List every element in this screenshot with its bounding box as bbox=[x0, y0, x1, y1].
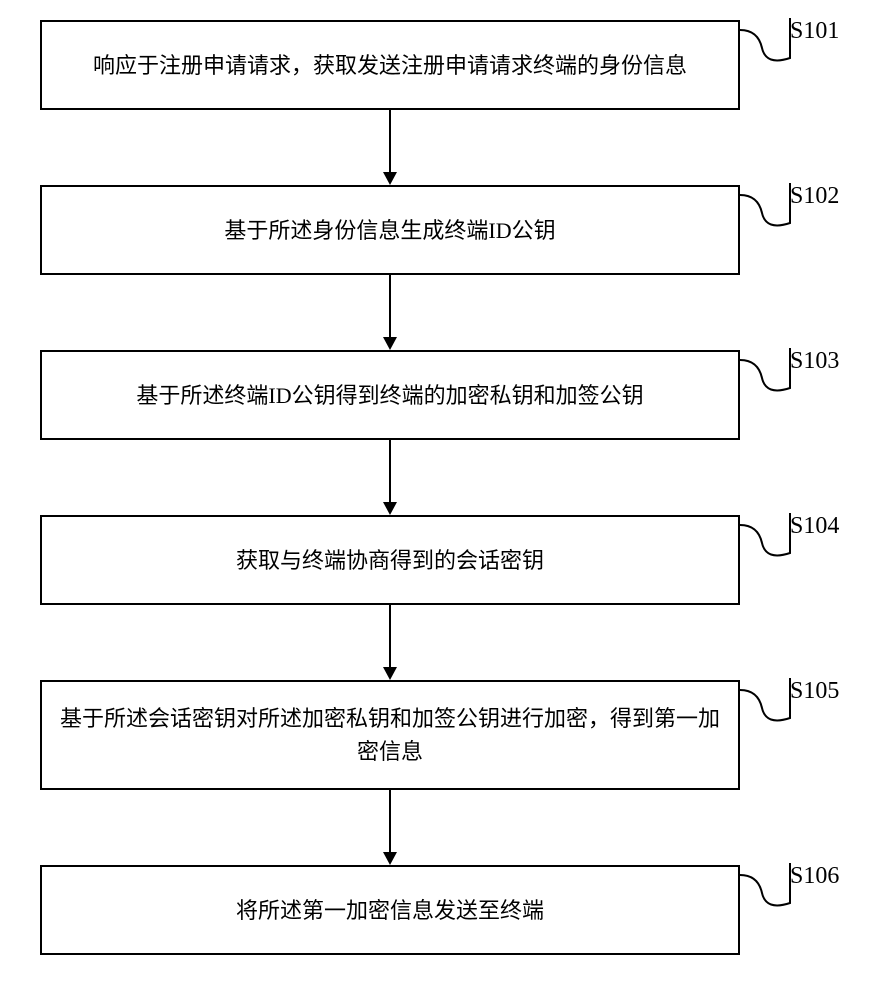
flow-node-s101: 响应于注册申请请求，获取发送注册申请请求终端的身份信息 bbox=[40, 20, 740, 110]
flow-arrow-4 bbox=[380, 605, 400, 681]
flow-arrow-3 bbox=[380, 440, 400, 516]
step-label-s103: S103 bbox=[790, 348, 839, 375]
flow-node-text: 基于所述会话密钥对所述加密私钥和加签公钥进行加密，得到第一加密信息 bbox=[54, 702, 726, 768]
callout-s106 bbox=[740, 863, 795, 918]
flow-node-s103: 基于所述终端ID公钥得到终端的加密私钥和加签公钥 bbox=[40, 350, 740, 440]
flow-node-text: 获取与终端协商得到的会话密钥 bbox=[236, 544, 544, 577]
flow-node-s104: 获取与终端协商得到的会话密钥 bbox=[40, 515, 740, 605]
flow-node-text: 将所述第一加密信息发送至终端 bbox=[236, 894, 544, 927]
flow-node-text: 响应于注册申请请求，获取发送注册申请请求终端的身份信息 bbox=[93, 49, 687, 82]
flow-arrow-5 bbox=[380, 790, 400, 866]
callout-s101 bbox=[740, 18, 795, 73]
flow-node-s105: 基于所述会话密钥对所述加密私钥和加签公钥进行加密，得到第一加密信息 bbox=[40, 680, 740, 790]
flow-node-s106: 将所述第一加密信息发送至终端 bbox=[40, 865, 740, 955]
step-label-s106: S106 bbox=[790, 863, 839, 890]
step-label-s104: S104 bbox=[790, 513, 839, 540]
flow-node-text: 基于所述身份信息生成终端ID公钥 bbox=[224, 214, 555, 247]
callout-s104 bbox=[740, 513, 795, 568]
step-label-s101: S101 bbox=[790, 18, 839, 45]
flow-arrow-1 bbox=[380, 110, 400, 186]
flowchart-canvas: 响应于注册申请请求，获取发送注册申请请求终端的身份信息 S101 基于所述身份信… bbox=[0, 0, 890, 1000]
callout-s102 bbox=[740, 183, 795, 238]
callout-s105 bbox=[740, 678, 795, 733]
callout-s103 bbox=[740, 348, 795, 403]
step-label-s105: S105 bbox=[790, 678, 839, 705]
step-label-s102: S102 bbox=[790, 183, 839, 210]
flow-node-text: 基于所述终端ID公钥得到终端的加密私钥和加签公钥 bbox=[136, 379, 643, 412]
flow-arrow-2 bbox=[380, 275, 400, 351]
flow-node-s102: 基于所述身份信息生成终端ID公钥 bbox=[40, 185, 740, 275]
